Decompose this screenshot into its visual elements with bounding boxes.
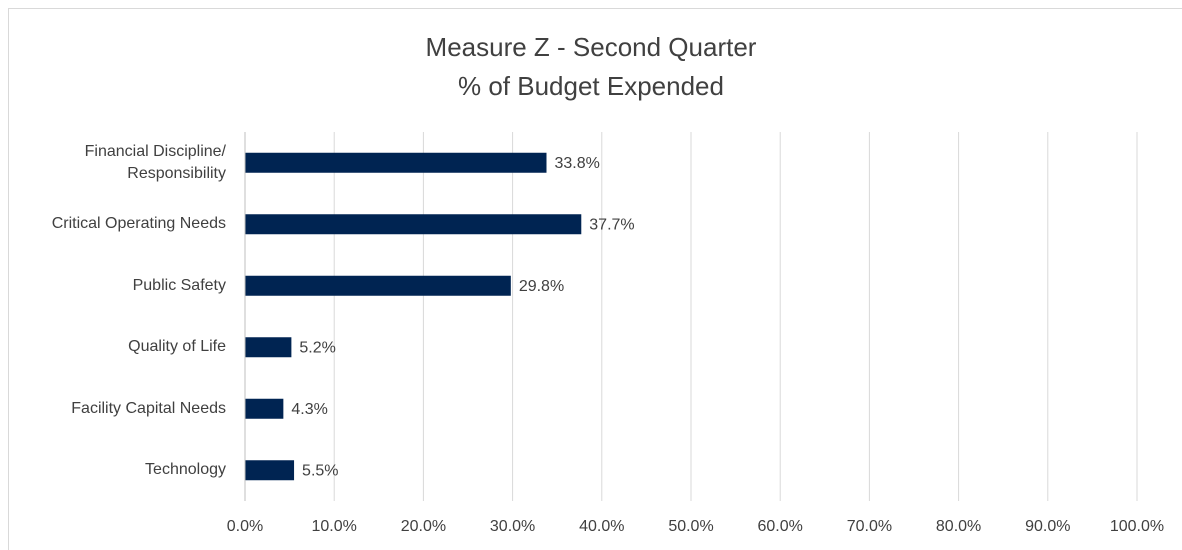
x-tick-label: 50.0% (668, 518, 713, 535)
bar (245, 398, 284, 419)
bar (245, 275, 511, 296)
bar (245, 337, 292, 358)
y-tick-label: Financial Discipline/ Responsibility (84, 142, 226, 182)
x-tick-label: 60.0% (758, 518, 803, 535)
x-tick-label: 20.0% (401, 518, 446, 535)
data-label: 33.8% (554, 155, 599, 172)
x-tick-label: 30.0% (490, 518, 535, 535)
y-tick-label: Quality of Life (128, 338, 226, 356)
x-tick-label: 0.0% (227, 518, 263, 535)
y-tick-label: Public Safety (132, 276, 226, 294)
data-label: 5.2% (299, 339, 335, 356)
bar (245, 152, 547, 173)
x-tick-label: 100.0% (1110, 518, 1164, 535)
data-label: 37.7% (589, 216, 634, 233)
data-label: 29.8% (519, 278, 564, 295)
y-tick-label: Technology (145, 461, 226, 479)
x-tick-label: 70.0% (847, 518, 892, 535)
data-label: 4.3% (291, 401, 327, 418)
x-tick-label: 90.0% (1025, 518, 1070, 535)
bar (245, 214, 582, 235)
chart-border (8, 8, 1182, 550)
y-tick-label: Critical Operating Needs (51, 215, 226, 233)
x-tick-label: 40.0% (579, 518, 624, 535)
x-tick-label: 10.0% (312, 518, 357, 535)
data-label: 5.5% (302, 462, 338, 479)
x-tick-label: 80.0% (936, 518, 981, 535)
chart-title: Measure Z - Second Quarter % of Budget E… (425, 32, 757, 101)
y-tick-label: Facility Capital Needs (71, 399, 226, 417)
bar (245, 460, 295, 481)
